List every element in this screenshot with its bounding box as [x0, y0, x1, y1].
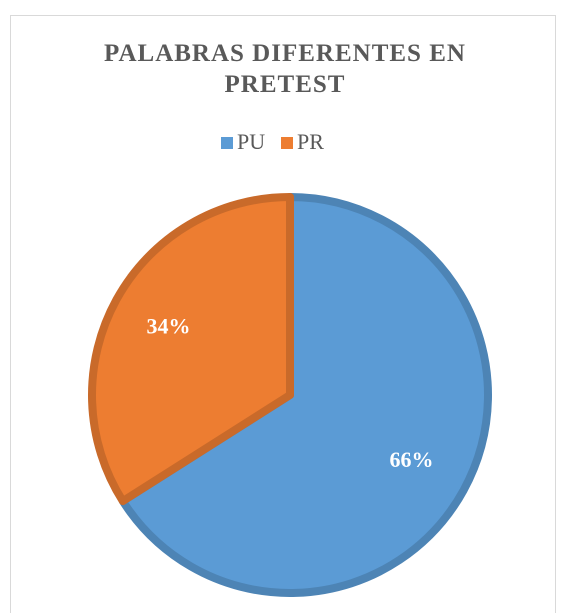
- legend-swatch: [221, 137, 233, 149]
- legend-label: PU: [237, 129, 265, 154]
- pie-slice: [88, 193, 294, 506]
- legend-label: PR: [297, 129, 324, 154]
- data-label: 66%: [389, 447, 433, 472]
- data-label: 34%: [147, 313, 191, 338]
- chart-title: PALABRAS DIFERENTES EN PRETEST: [104, 40, 466, 98]
- pie-slice: [118, 193, 492, 597]
- legend-swatch: [281, 137, 293, 149]
